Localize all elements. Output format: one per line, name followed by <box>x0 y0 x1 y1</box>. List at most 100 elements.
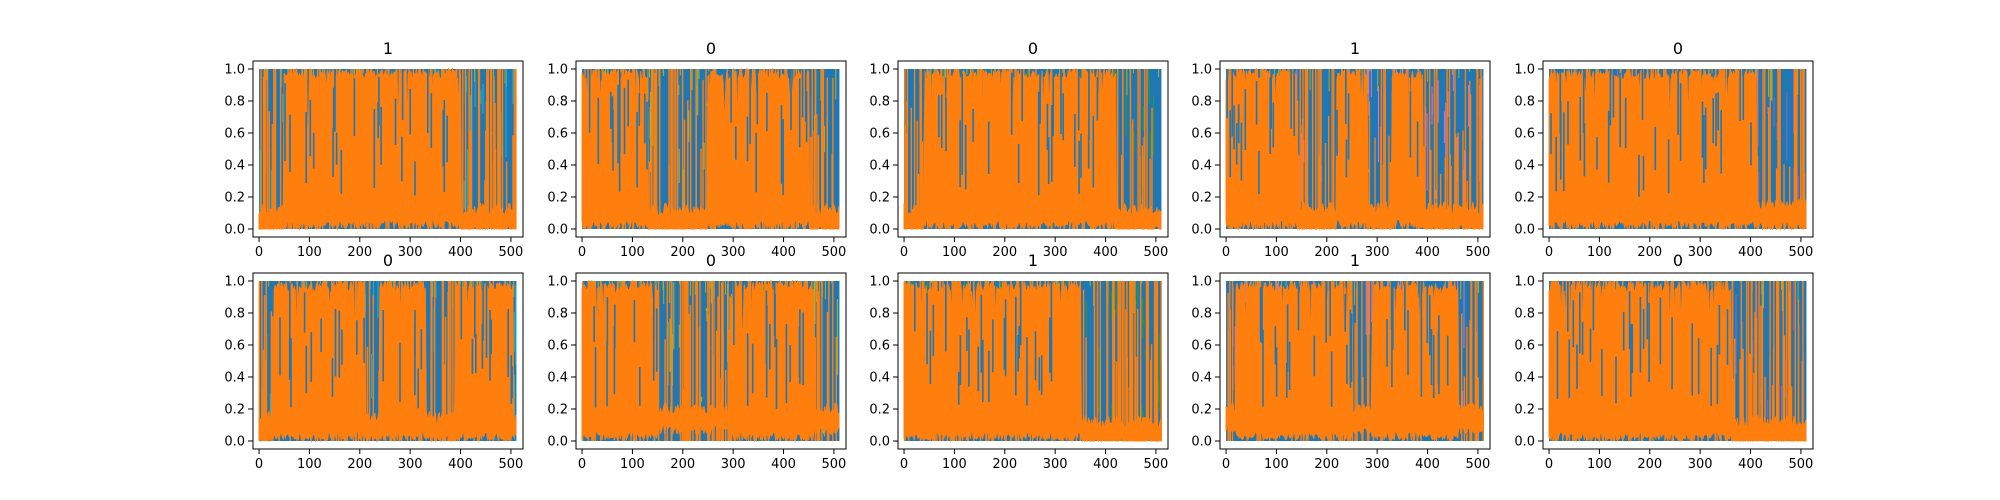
x-tick-label: 0 <box>900 245 908 260</box>
x-tick-label: 0 <box>1545 457 1553 472</box>
x-tick-label: 0 <box>1222 245 1230 260</box>
y-tick-label: 0.0 <box>869 435 890 450</box>
series-orange-spikes <box>584 69 834 229</box>
subplot-title: 0 <box>1673 251 1683 270</box>
x-tick-label: 400 <box>771 245 796 260</box>
plot-area <box>1548 279 1807 443</box>
x-tick-label: 500 <box>1788 245 1813 260</box>
y-tick-label: 0.0 <box>1514 223 1535 238</box>
subplot-10: 0 100 200 300 400 500 0.0 0.2 0.4 0.6 0.8 1.0 <box>1514 272 1814 472</box>
y-tick-label: 0.0 <box>547 223 568 238</box>
y-tick-label: 0.0 <box>1191 223 1212 238</box>
series-blue-spikes <box>588 69 808 195</box>
x-tick-label: 100 <box>620 245 645 260</box>
x-tick-label: 100 <box>942 245 967 260</box>
x-tick-label: 0 <box>900 457 908 472</box>
x-tick-label: 0 <box>1545 245 1553 260</box>
y-tick-label: 0.8 <box>869 307 890 322</box>
series-blue-spikes <box>1556 281 1729 406</box>
y-tick-label: 0.4 <box>224 371 245 386</box>
y-tick-label: 0.6 <box>224 127 245 142</box>
x-tick-label: 100 <box>1587 245 1612 260</box>
y-tick-label: 0.4 <box>1514 371 1535 386</box>
y-tick-label: 0.2 <box>1514 191 1535 206</box>
x-tick-label: 0 <box>578 457 586 472</box>
series-blue-spikes <box>1226 69 1419 195</box>
x-tick-label: 500 <box>498 457 523 472</box>
x-tick-label: 100 <box>1264 245 1289 260</box>
subplot-title: 0 <box>706 251 716 270</box>
plot-area <box>1225 280 1484 443</box>
y-tick-label: 0.6 <box>869 339 890 354</box>
y-tick-label: 0.8 <box>547 307 568 322</box>
subplot-title: 0 <box>383 251 393 270</box>
y-tick-label: 0.2 <box>1514 403 1535 418</box>
x-tick-label: 400 <box>1415 245 1440 260</box>
x-tick-label: 400 <box>1093 245 1118 260</box>
plot-area <box>1548 68 1807 231</box>
y-tick-label: 1.0 <box>869 275 890 290</box>
y-tick-label: 0.6 <box>869 127 890 142</box>
x-tick-label: 300 <box>721 457 746 472</box>
series-orange-spikes <box>903 281 1162 441</box>
x-tick-label: 300 <box>1043 457 1068 472</box>
subplot-5: 0 100 200 300 400 500 0.0 0.2 0.4 0.6 0.8 1.0 <box>1514 60 1814 260</box>
plot-area <box>903 280 1162 443</box>
y-tick-label: 0.8 <box>224 307 245 322</box>
axes-frame <box>252 60 524 238</box>
subplot-title: 0 <box>706 39 716 58</box>
y-tick-label: 0.4 <box>1191 371 1212 386</box>
series-blue-spikes <box>914 281 1053 406</box>
y-tick-label: 0.4 <box>547 159 568 174</box>
subplot-8: 0 100 200 300 400 500 0.0 0.2 0.4 0.6 0.8 1.0 <box>869 272 1169 472</box>
subplot-3: 0 100 200 300 400 500 0.0 0.2 0.4 0.6 0.8 1.0 <box>869 60 1169 260</box>
axes-frame <box>252 272 524 450</box>
subplot-4: 0 100 200 300 400 500 0.0 0.2 0.4 0.6 0.8 1.0 <box>1191 60 1491 260</box>
x-tick-label: 200 <box>992 457 1017 472</box>
y-tick-label: 0.6 <box>224 339 245 354</box>
axes-frame <box>575 60 847 238</box>
y-tick-label: 0.2 <box>1191 403 1212 418</box>
y-tick-label: 0.4 <box>224 159 245 174</box>
y-tick-label: 1.0 <box>1514 275 1535 290</box>
y-tick-label: 0.4 <box>869 371 890 386</box>
subplot-9: 0 100 200 300 400 500 0.0 0.2 0.4 0.6 0.8 1.0 <box>1191 272 1491 472</box>
x-tick-label: 500 <box>821 457 846 472</box>
x-tick-label: 400 <box>1738 245 1763 260</box>
plot-area <box>581 279 840 443</box>
subplot-title: 1 <box>383 39 393 58</box>
plot-area <box>258 67 517 231</box>
series-blue-spikes <box>1550 69 1752 197</box>
y-tick-label: 1.0 <box>547 275 568 290</box>
y-tick-label: 0.6 <box>1514 127 1535 142</box>
plot-area <box>903 67 1162 231</box>
x-tick-label: 0 <box>255 245 263 260</box>
x-tick-label: 300 <box>398 245 423 260</box>
x-tick-label: 200 <box>1314 457 1339 472</box>
axes-frame <box>1219 272 1491 450</box>
plot-area <box>581 67 840 231</box>
x-tick-label: 100 <box>297 457 322 472</box>
y-tick-label: 0.8 <box>1191 95 1212 110</box>
axes-frame <box>575 272 847 450</box>
y-tick-label: 0.4 <box>1514 159 1535 174</box>
y-tick-label: 0.8 <box>547 95 568 110</box>
y-tick-label: 0.8 <box>1191 307 1212 322</box>
x-tick-label: 500 <box>1143 245 1168 260</box>
series-blue-spikes <box>1259 281 1449 407</box>
x-tick-label: 300 <box>1043 245 1068 260</box>
subplot-1: 0 100 200 300 400 500 0.0 0.2 0.4 0.6 0.8 1.0 <box>224 60 524 260</box>
x-tick-label: 400 <box>448 457 473 472</box>
x-tick-label: 100 <box>620 457 645 472</box>
x-tick-label: 200 <box>347 457 372 472</box>
x-tick-label: 0 <box>255 457 263 472</box>
y-tick-label: 0.6 <box>1191 339 1212 354</box>
y-tick-label: 0.4 <box>869 159 890 174</box>
y-tick-label: 0.0 <box>547 435 568 450</box>
subplot-title: 1 <box>1028 251 1038 270</box>
y-tick-label: 0.0 <box>1514 435 1535 450</box>
subplot-6: 0 100 200 300 400 500 0.0 0.2 0.4 0.6 0.8 1.0 <box>224 272 524 472</box>
x-tick-label: 200 <box>1637 457 1662 472</box>
y-tick-label: 0.0 <box>869 223 890 238</box>
